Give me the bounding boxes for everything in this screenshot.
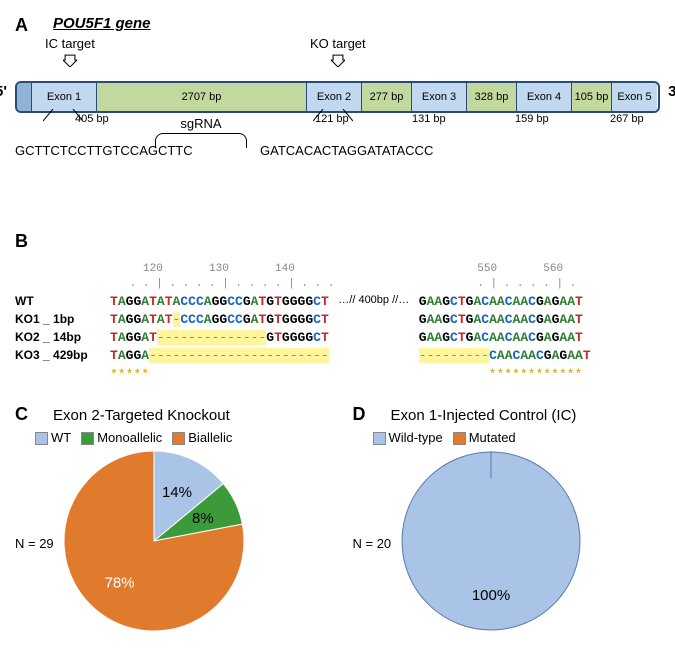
size-label: 159 bp	[515, 113, 549, 125]
pie-row: C Exon 2-Targeted Knockout WT Monoallelic…	[15, 404, 660, 636]
gene-segment: 277 bp	[362, 83, 412, 111]
down-arrow-icon	[331, 53, 345, 67]
panel-d-title: Exon 1-Injected Control (IC)	[391, 407, 577, 424]
three-prime: 3'	[668, 83, 675, 100]
gene-segment: 2707 bp	[97, 83, 307, 111]
panel-c-title: Exon 2-Targeted Knockout	[53, 407, 230, 424]
align-row: KO3 _ 429bpTAGGA------------------------…	[15, 347, 660, 365]
size-label: 131 bp	[412, 113, 446, 125]
five-prime: 5'	[0, 83, 7, 100]
legend-item: WT	[35, 430, 71, 445]
svg-text:78%: 78%	[104, 574, 134, 591]
gene-segment	[17, 83, 32, 111]
legend-item: Wild-type	[373, 430, 443, 445]
panel-c-label: C	[15, 404, 28, 425]
gene-segment: Exon 1	[32, 83, 97, 111]
gene-segment: Exon 2	[307, 83, 362, 111]
svg-text:100%: 100%	[472, 587, 510, 604]
n-label-d: N = 20	[353, 536, 392, 551]
legend-item: Biallelic	[172, 430, 232, 445]
align-row: WTTAGGATATACCCAGGCCGATGTGGGGCT…// 400bp …	[15, 293, 660, 311]
legend-item: Mutated	[453, 430, 516, 445]
size-label: 121 bp	[315, 113, 349, 125]
gene-title: POU5F1 gene	[53, 15, 151, 32]
gene-diagram: 5' 3' IC target KO target Exon 12707 bpE…	[15, 81, 660, 221]
n-label-c: N = 29	[15, 536, 54, 551]
legend-d: Wild-type Mutated	[373, 430, 661, 445]
legend-item: Monoallelic	[81, 430, 162, 445]
panel-b: B 120 130 140 550 560 . . | . . . . | . …	[15, 231, 660, 384]
pie-chart-c: 14%8% 78%	[64, 451, 244, 636]
panel-a-label: A	[15, 15, 28, 36]
align-row: KO1 _ 1bpTAGGATAT-CCCAGGCCGATGTGGGGCTGAA…	[15, 311, 660, 329]
panel-b-label: B	[15, 231, 28, 251]
pie-chart-d: 100%	[401, 451, 581, 636]
panel-a: A POU5F1 gene 5' 3' IC target KO target …	[15, 15, 660, 221]
gene-segment: 105 bp	[572, 83, 612, 111]
gene-segment: 328 bp	[467, 83, 517, 111]
svg-text:8%: 8%	[192, 510, 214, 527]
panel-d-label: D	[353, 404, 366, 425]
down-arrow-icon	[63, 53, 77, 67]
size-label: 405 bp	[75, 113, 109, 125]
panel-c: C Exon 2-Targeted Knockout WT Monoallelic…	[15, 404, 323, 636]
gene-segment: Exon 5	[612, 83, 657, 111]
guide-seq-1: GCTTCTCCTTGTCCAGCTTC	[15, 143, 193, 158]
gene-segment: Exon 3	[412, 83, 467, 111]
panel-d: D Exon 1-Injected Control (IC) Wild-type…	[353, 404, 661, 636]
ic-target-label: IC target	[45, 36, 95, 67]
alignment: 120 130 140 550 560 . . | . . . . | . . …	[15, 262, 660, 384]
size-label: 267 bp	[610, 113, 644, 125]
guide-seq-2: GATCACACTAGGATATACCC	[260, 143, 433, 158]
gene-segment: Exon 4	[517, 83, 572, 111]
ko-target-label: KO target	[310, 36, 366, 67]
svg-text:14%: 14%	[162, 484, 192, 501]
legend-c: WT Monoallelic Biallelic	[35, 430, 323, 445]
align-row: KO2 _ 14bpTAGGAT--------------GTGGGGCTGA…	[15, 329, 660, 347]
